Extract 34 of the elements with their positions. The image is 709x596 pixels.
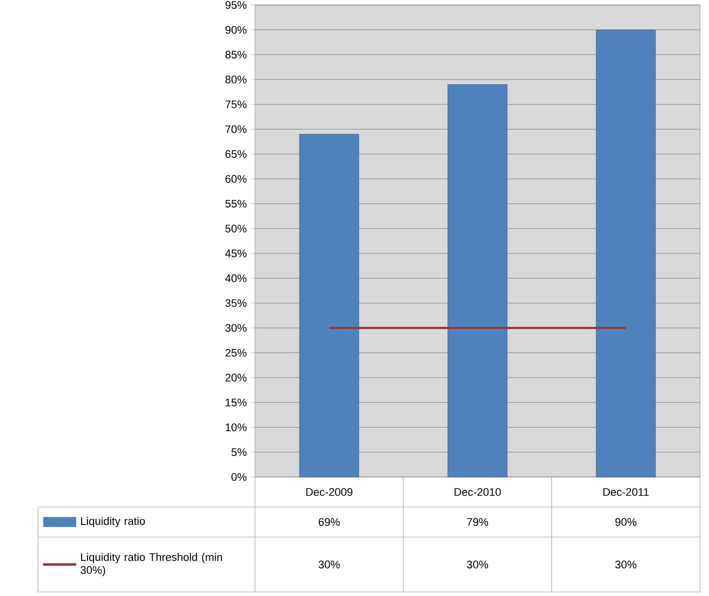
x-tick-label: Dec-2011: [603, 488, 649, 496]
x-tick-label: Dec-2009: [306, 488, 352, 496]
legend-label: Liquidity ratio Threshold (min 30%): [80, 552, 222, 576]
y-tick-label: 45%: [225, 250, 246, 258]
legend-label: Liquidity ratio: [81, 516, 145, 528]
data-label: 69%: [318, 518, 340, 526]
y-tick-label: 85%: [225, 50, 246, 59]
y-tick-label: 5%: [231, 448, 246, 456]
y-tick-label: 35%: [225, 299, 246, 307]
data-label: 30%: [615, 560, 636, 568]
data-label: 30%: [318, 560, 340, 568]
y-tick-label: 10%: [226, 423, 246, 432]
y-tick-label: 75%: [226, 100, 246, 108]
y-tick-label: 90%: [225, 26, 246, 34]
data-label: 30%: [466, 560, 488, 568]
y-tick-label: 50%: [225, 224, 246, 232]
y-tick-label: 70%: [226, 125, 246, 134]
y-tick-label: 25%: [226, 348, 246, 357]
bar: [596, 30, 656, 478]
y-tick-label: 0%: [231, 473, 246, 481]
y-tick-label: 95%: [225, 1, 246, 9]
y-tick-label: 40%: [225, 274, 246, 282]
bar: [448, 84, 508, 478]
data-label: 90%: [615, 518, 636, 526]
y-tick-label: 80%: [225, 76, 246, 84]
y-tick-label: 55%: [225, 200, 246, 208]
y-tick-label: 30%: [225, 324, 246, 332]
data-label: 79%: [467, 518, 488, 526]
x-tick-label: Dec-2010: [454, 488, 501, 496]
y-tick-label: 65%: [226, 150, 246, 158]
y-tick-label: 60%: [226, 175, 246, 183]
y-tick-label: 15%: [226, 398, 246, 406]
bar: [299, 134, 360, 478]
y-tick-label: 20%: [226, 374, 246, 382]
